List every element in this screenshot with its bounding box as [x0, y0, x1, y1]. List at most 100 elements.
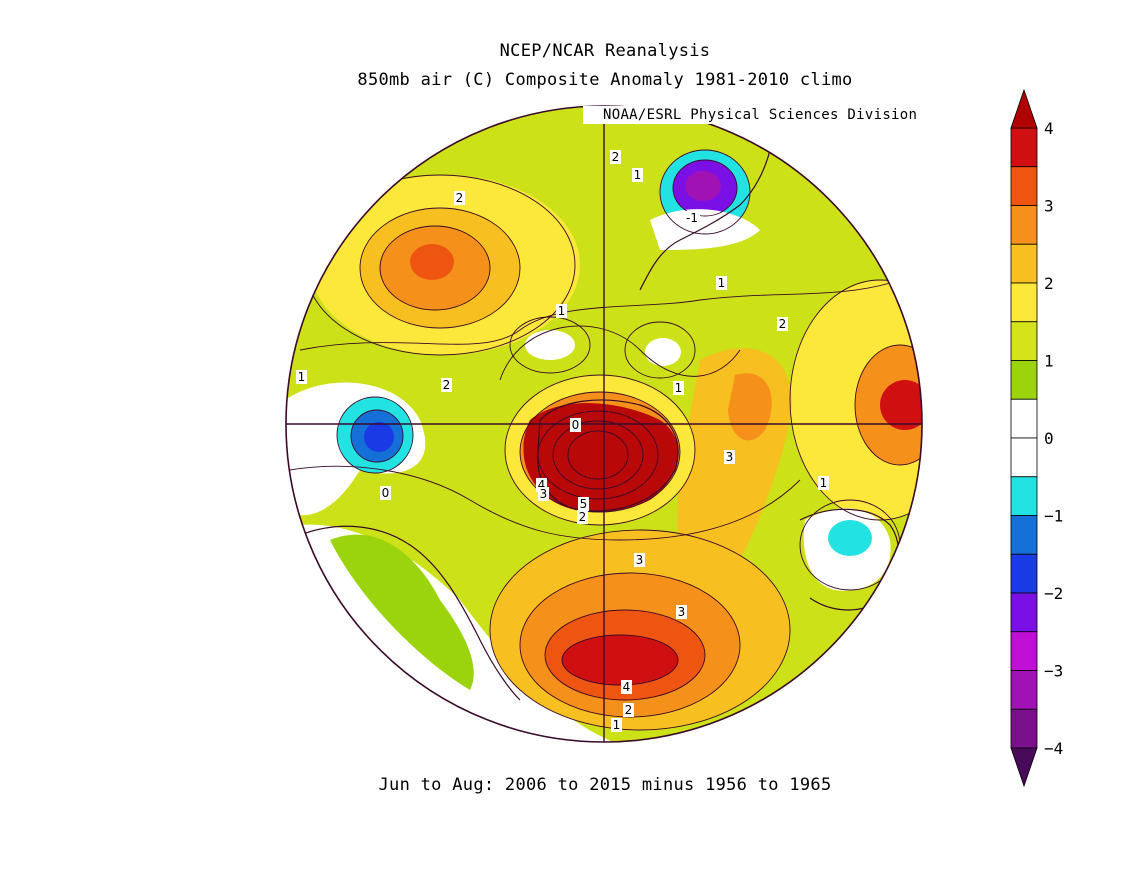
colorbar-swatch: [1010, 360, 1038, 400]
contour-labels: 2 1 2 1 1 1 2 -1 0 1 2 3 1 0 4 3 5 2 3 3…: [296, 150, 829, 732]
contour-line: [561, 634, 679, 686]
svg-text:2: 2: [779, 317, 787, 331]
svg-text:3: 3: [636, 553, 644, 567]
contour-label: -1: [684, 211, 700, 225]
contour-label: 2: [577, 510, 588, 524]
svg-text:4: 4: [623, 680, 631, 694]
colorbar-tick-label: 4: [1044, 119, 1054, 138]
colorbar-tick-label: −1: [1044, 507, 1063, 526]
svg-text:2: 2: [456, 191, 464, 205]
colorbar-swatch: [1010, 205, 1038, 245]
svg-text:1: 1: [634, 168, 642, 182]
svg-text:0: 0: [382, 486, 390, 500]
svg-text:2: 2: [625, 703, 633, 717]
colorbar-tick-label: 1: [1044, 352, 1054, 371]
region-north-white-2: [645, 338, 681, 366]
region-sw-green: [330, 534, 474, 690]
contour-label: 1: [611, 718, 622, 732]
colorbar-ticks: 4 3 2 1 0 −1 −2 −3 −4: [1044, 119, 1063, 758]
svg-text:1: 1: [298, 370, 306, 384]
colorbar-tick-label: −3: [1044, 662, 1063, 681]
contour-label: 1: [818, 476, 829, 490]
contour-line: [379, 225, 491, 311]
contour-label: 2: [441, 378, 452, 392]
region-center-red: [523, 403, 679, 513]
colorbar-top-arrow: [1010, 88, 1038, 129]
contour-line: [350, 409, 404, 463]
contour-label: 0: [380, 486, 391, 500]
contour-label: 4: [621, 680, 632, 694]
contour-line: [499, 325, 741, 381]
colorbar-bottom-arrow: [1010, 747, 1038, 788]
contour-label: 2: [623, 703, 634, 717]
svg-text:1: 1: [675, 381, 683, 395]
contour-label: 4: [536, 478, 547, 492]
colorbar-swatch: [1010, 127, 1038, 168]
svg-text:1: 1: [613, 718, 621, 732]
colorbar-swatches: [1010, 88, 1038, 788]
chart-footer: Jun to Aug: 2006 to 2015 minus 1956 to 1…: [378, 775, 832, 795]
contour-line: [544, 609, 706, 701]
svg-text:3: 3: [678, 605, 686, 619]
region-north-white: [525, 330, 575, 360]
region-south-red: [562, 635, 678, 685]
contour-line: [489, 529, 791, 731]
contour-line: [854, 344, 922, 466]
contour-label: 3: [724, 450, 735, 464]
contour-line: [552, 420, 644, 490]
colorbar-swatch: [1010, 553, 1038, 594]
colorbar-swatch: [1010, 708, 1038, 749]
svg-text:1: 1: [558, 304, 566, 318]
svg-text:3: 3: [540, 487, 548, 501]
colorbar-swatch: [1010, 670, 1038, 710]
coastlines: [299, 149, 900, 701]
australia-coastline: [299, 525, 521, 701]
chart-subtitle: 850mb air (C) Composite Anomaly 1981-201…: [357, 70, 853, 90]
svg-text:1: 1: [718, 276, 726, 290]
colorbar-swatch: [1010, 166, 1038, 206]
contour-label: 1: [296, 370, 307, 384]
contour-line: [504, 374, 696, 526]
contour-line: [659, 149, 751, 235]
contour-line: [299, 279, 901, 351]
contour-line: [519, 391, 681, 513]
contour-line: [336, 396, 414, 474]
svg-text:-1: -1: [686, 211, 698, 225]
colorbar-tick-label: −2: [1044, 584, 1063, 603]
contour-line: [509, 316, 591, 374]
svg-text:2: 2: [579, 510, 587, 524]
region-se-cyan: [828, 520, 872, 556]
colorbar-swatch: [1010, 398, 1038, 439]
contour-label: 2: [610, 150, 621, 164]
contour-label: 1: [673, 381, 684, 395]
svg-text:5: 5: [580, 497, 588, 511]
region-nw-dark-orange: [410, 244, 454, 280]
colorbar-tick-label: 2: [1044, 274, 1054, 293]
region-ne-white: [650, 209, 760, 250]
colorbar-swatch: [1010, 321, 1038, 361]
credit-label: NOAA/ESRL Physical Sciences Division: [583, 106, 922, 124]
colorbar-swatch: [1010, 592, 1038, 633]
colorbar-swatch: [1010, 515, 1038, 555]
contour-line: [624, 321, 696, 379]
colorbar-swatch: [1010, 437, 1038, 478]
contour-line: [567, 430, 629, 480]
svg-text:1: 1: [820, 476, 828, 490]
contour-lines: [289, 149, 922, 731]
contour-label: 2: [777, 317, 788, 331]
contour-label: 3: [676, 605, 687, 619]
contour-label: 5: [578, 497, 589, 511]
contour-label: 2: [454, 191, 465, 205]
contour-label: 3: [634, 553, 645, 567]
contour-label: 1: [716, 276, 727, 290]
contour-label: 1: [556, 304, 567, 318]
region-ne-purple: [685, 171, 721, 201]
region-west-dark-blue: [364, 422, 394, 452]
svg-text:2: 2: [612, 150, 620, 164]
contour-label: 1: [632, 168, 643, 182]
contour-line: [359, 207, 521, 329]
contour-label: 3: [538, 487, 549, 501]
contour-label: 0: [570, 418, 581, 432]
